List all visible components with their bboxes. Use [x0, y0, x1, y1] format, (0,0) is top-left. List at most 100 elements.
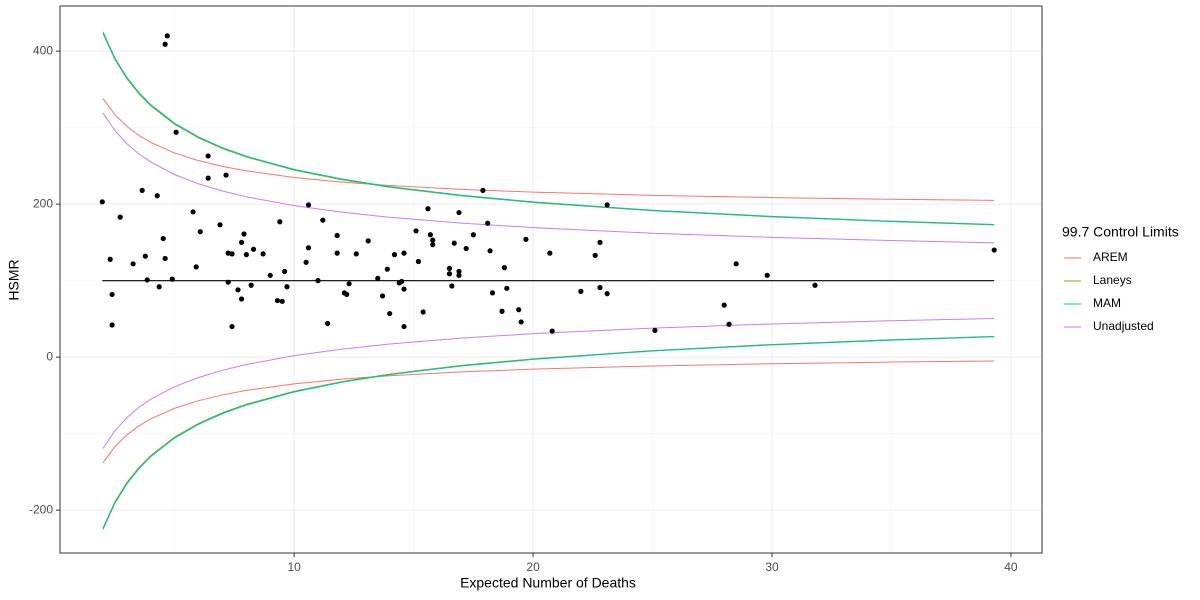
point: [430, 237, 436, 243]
point: [379, 293, 386, 299]
point: [721, 302, 727, 308]
point: [277, 219, 283, 225]
point: [812, 282, 818, 288]
point: [109, 322, 115, 328]
point: [449, 283, 455, 289]
point: [375, 275, 381, 281]
point: [446, 265, 453, 272]
y-tick-label: 200: [33, 196, 53, 210]
point: [391, 252, 398, 258]
point: [142, 253, 148, 259]
point: [652, 327, 658, 333]
point: [604, 291, 610, 297]
point: [518, 319, 524, 325]
point: [320, 217, 326, 223]
y-tick-label: 400: [33, 43, 53, 57]
point: [487, 248, 493, 254]
point: [401, 250, 407, 256]
point: [399, 278, 405, 285]
point: [764, 272, 770, 278]
point: [501, 265, 508, 271]
point: [504, 285, 510, 291]
point: [463, 245, 469, 252]
point: [107, 256, 113, 262]
point: [241, 231, 247, 237]
point: [235, 287, 241, 293]
point: [547, 250, 553, 256]
point: [401, 286, 407, 292]
point: [499, 308, 505, 314]
point: [430, 242, 436, 248]
point: [344, 291, 350, 298]
point: [485, 220, 491, 226]
point: [279, 298, 285, 304]
point: [315, 278, 321, 284]
point: [346, 281, 352, 287]
point: [217, 222, 223, 228]
legend-label: MAM: [1093, 296, 1121, 310]
x-axis-title: Expected Number of Deaths: [460, 575, 636, 591]
point: [427, 232, 433, 238]
point: [205, 175, 211, 181]
point: [991, 247, 997, 253]
point: [190, 209, 196, 215]
point: [387, 310, 393, 317]
control-limit-lower: [102, 336, 995, 530]
point: [109, 291, 115, 298]
legend-label: Laneys: [1093, 273, 1132, 287]
point: [456, 272, 462, 278]
point: [325, 320, 331, 327]
point: [162, 255, 168, 262]
control-limit-upper: [102, 112, 995, 244]
point: [164, 33, 170, 39]
point: [305, 202, 312, 208]
point: [197, 229, 203, 235]
point: [154, 193, 160, 199]
point: [733, 261, 739, 267]
point: [334, 232, 340, 239]
point: [353, 251, 359, 257]
point: [489, 290, 496, 296]
point: [516, 307, 522, 313]
x-tick-label: 20: [526, 560, 540, 574]
point: [480, 187, 486, 193]
point: [451, 240, 457, 246]
point: [456, 268, 462, 275]
point: [260, 251, 266, 257]
point: [384, 266, 390, 272]
point: [250, 246, 257, 252]
x-tick-label: 40: [1004, 560, 1018, 574]
x-tick-label: 30: [765, 560, 779, 574]
legend-label: Unadjusted: [1093, 319, 1154, 333]
point: [303, 259, 309, 265]
point: [169, 276, 175, 282]
point: [156, 284, 162, 290]
point: [229, 323, 235, 330]
point: [225, 279, 231, 285]
point: [401, 323, 407, 330]
legend-label: AREM: [1093, 250, 1128, 264]
point: [139, 187, 145, 193]
point: [726, 321, 732, 327]
y-axis-title: HSMR: [6, 259, 22, 300]
control-limit-upper: [102, 98, 995, 201]
point: [99, 199, 105, 205]
point: [193, 264, 199, 270]
panel-border: [59, 5, 1043, 554]
x-tick-label: 10: [287, 560, 301, 574]
point: [413, 228, 419, 234]
point: [267, 272, 273, 278]
point: [284, 284, 290, 290]
point: [243, 252, 249, 258]
y-tick-label: -200: [29, 502, 53, 516]
point: [578, 288, 584, 294]
point: [597, 239, 603, 245]
point: [597, 284, 603, 291]
legend-title: 99.7 Control Limits: [1062, 224, 1179, 240]
point: [281, 268, 288, 275]
point: [415, 258, 421, 265]
point: [130, 261, 136, 267]
